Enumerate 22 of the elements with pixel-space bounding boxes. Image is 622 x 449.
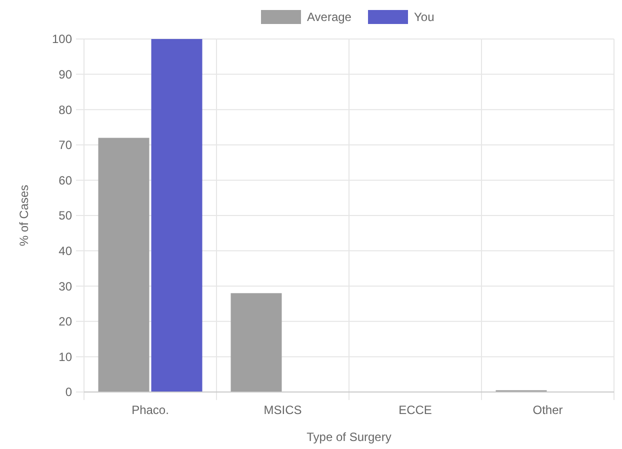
y-tick-label: 30 xyxy=(58,279,72,294)
x-axis-title: Type of Surgery xyxy=(306,430,392,444)
x-tick-label: MSICS xyxy=(264,403,302,417)
y-tick-label: 60 xyxy=(58,173,72,188)
y-tick-label: 20 xyxy=(58,314,72,329)
x-tick-label: ECCE xyxy=(398,403,432,417)
y-tick-label: 10 xyxy=(58,350,72,364)
y-tick-label: 80 xyxy=(58,102,72,117)
y-tick-label: 0 xyxy=(65,385,72,400)
y-tick-label: 50 xyxy=(58,208,72,223)
y-tick-label: 100 xyxy=(52,32,72,46)
bar xyxy=(230,293,282,392)
x-tick-label: Other xyxy=(532,403,563,417)
y-axis-title: % of Cases xyxy=(17,184,31,246)
legend-label: You xyxy=(414,10,434,24)
y-tick-label: 40 xyxy=(58,244,72,258)
bar xyxy=(151,39,202,392)
bar xyxy=(98,138,150,392)
y-tick-label: 90 xyxy=(58,68,72,82)
y-tick-label: 70 xyxy=(58,138,72,152)
x-tick-label: Phaco. xyxy=(132,403,169,417)
legend-label: Average xyxy=(307,10,352,24)
